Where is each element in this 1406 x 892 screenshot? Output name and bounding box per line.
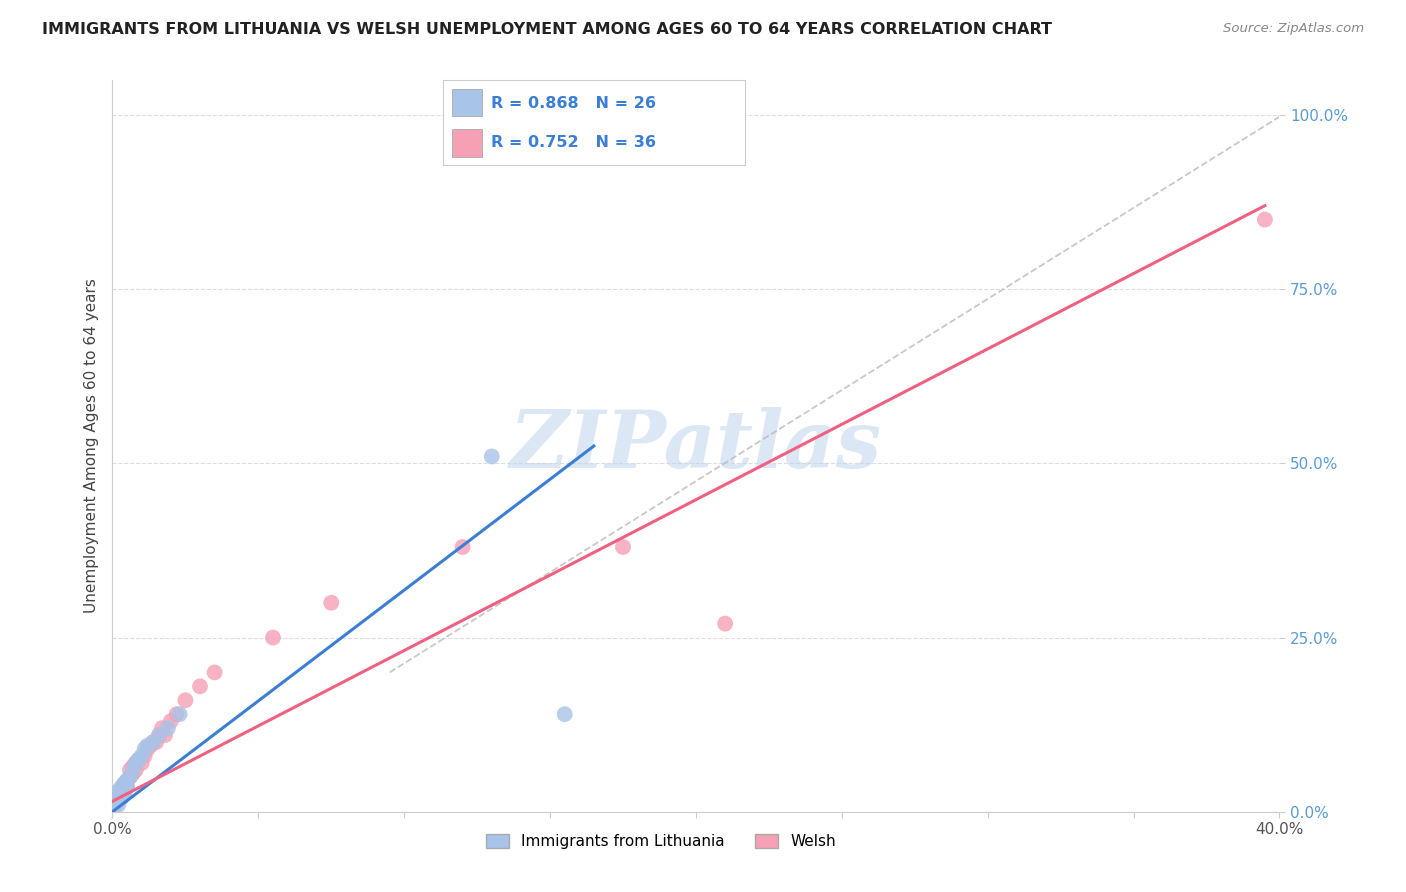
Point [136,739,159,753]
Point [481,450,503,464]
Point [110,780,132,795]
Point [110,790,132,805]
Point [104,794,127,808]
Y-axis label: Unemployment Among Ages 60 to 64 years: Unemployment Among Ages 60 to 64 years [83,278,98,614]
Point [107,797,129,812]
Text: IMMIGRANTS FROM LITHUANIA VS WELSH UNEMPLOYMENT AMONG AGES 60 TO 64 YEARS CORREL: IMMIGRANTS FROM LITHUANIA VS WELSH UNEMP… [42,22,1052,37]
Point [112,787,135,801]
Point [142,735,165,749]
Point [112,777,135,791]
Point [118,763,141,777]
Point [204,665,226,680]
Point [714,616,737,631]
Point [125,756,148,770]
Point [115,780,138,795]
Text: ZIPatlas: ZIPatlas [510,408,882,484]
Point [122,766,145,780]
Point [107,787,129,801]
Point [166,707,188,722]
Point [169,707,191,722]
Point [131,749,153,764]
Point [110,784,132,798]
Point [107,784,129,798]
Point [150,721,173,735]
Point [188,679,211,693]
Point [104,797,127,812]
Point [107,794,129,808]
Point [128,752,150,766]
Point [262,631,284,645]
Point [134,749,156,764]
Point [115,773,138,788]
Text: Source: ZipAtlas.com: Source: ZipAtlas.com [1223,22,1364,36]
Point [122,759,145,773]
Point [104,790,127,805]
Point [451,540,474,554]
Point [118,770,141,784]
Point [118,770,141,784]
Point [107,787,129,801]
Text: R = 0.868   N = 26: R = 0.868 N = 26 [491,95,657,111]
Point [139,739,162,753]
Point [131,756,153,770]
Point [128,752,150,766]
Point [142,735,165,749]
Point [612,540,634,554]
Point [112,777,135,791]
Point [115,780,138,795]
Point [145,735,167,749]
Point [554,707,576,722]
Point [136,742,159,756]
Point [153,728,176,742]
Point [115,773,138,788]
Legend: Immigrants from Lithuania, Welsh: Immigrants from Lithuania, Welsh [479,828,842,855]
Point [110,790,132,805]
Point [125,763,148,777]
Point [1254,212,1277,227]
Point [174,693,197,707]
Point [110,784,132,798]
Point [321,596,343,610]
Point [156,721,179,735]
FancyBboxPatch shape [451,89,482,116]
FancyBboxPatch shape [451,129,482,157]
Point [148,728,170,742]
Point [122,763,145,777]
Point [148,728,170,742]
Point [134,742,156,756]
Point [112,784,135,798]
Point [160,714,183,728]
Point [125,756,148,770]
Text: R = 0.752   N = 36: R = 0.752 N = 36 [491,135,657,150]
Point [104,797,127,812]
